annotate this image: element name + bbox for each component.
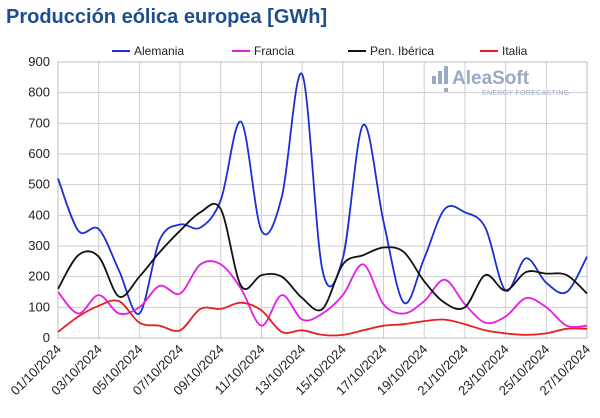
legend-label: Alemania bbox=[134, 44, 184, 58]
legend-label: Italia bbox=[502, 44, 528, 58]
y-tick-label: 700 bbox=[28, 115, 50, 130]
legend: Alemania Francia Pen. Ibérica Italia bbox=[112, 44, 528, 58]
legend-label: Francia bbox=[254, 44, 294, 58]
series-line-italia bbox=[57, 299, 588, 337]
y-tick-label: 300 bbox=[28, 238, 50, 253]
y-tick-label: 400 bbox=[28, 207, 50, 222]
y-tick-label: 900 bbox=[28, 54, 50, 69]
y-tick-label: 600 bbox=[28, 146, 50, 161]
logo-tagline: ENERGY FORECASTING bbox=[482, 90, 569, 97]
series-line-francia bbox=[57, 260, 588, 328]
x-axis-ticks: 01/10/202403/10/202405/10/202407/10/2024… bbox=[7, 342, 593, 399]
series-line-alemania bbox=[57, 72, 588, 315]
gridlines bbox=[57, 61, 588, 339]
logo-name: AleaSoft bbox=[452, 68, 530, 89]
series-line-pen-ib-rica bbox=[57, 202, 588, 312]
logo-mark-icon bbox=[432, 66, 448, 92]
aleasoft-logo: AleaSoft ENERGY FORECASTING bbox=[432, 66, 569, 97]
plot-frame bbox=[57, 61, 588, 339]
legend-label: Pen. Ibérica bbox=[370, 44, 434, 58]
series-lines bbox=[57, 72, 588, 337]
y-tick-label: 500 bbox=[28, 177, 50, 192]
y-tick-label: 0 bbox=[43, 330, 50, 345]
y-axis-ticks: 0 100 200 300 400 500 600 700 800 900 bbox=[28, 54, 50, 345]
y-tick-label: 800 bbox=[28, 85, 50, 100]
chart-title: Producción eólica europea [GWh] bbox=[6, 6, 328, 28]
y-tick-label: 200 bbox=[28, 269, 50, 284]
y-tick-label: 100 bbox=[28, 299, 50, 314]
